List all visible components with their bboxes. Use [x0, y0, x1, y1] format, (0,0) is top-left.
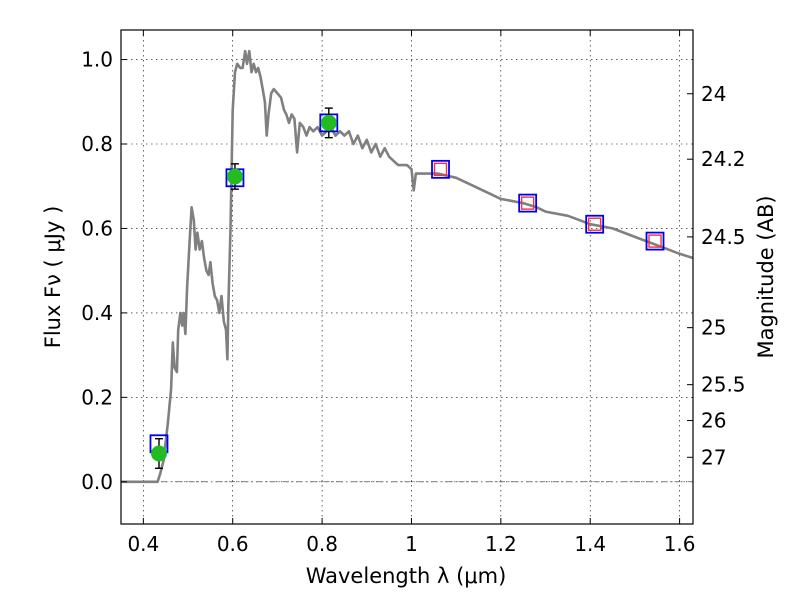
predicted-flux-square — [587, 217, 602, 231]
right-tick-label: 24.5 — [701, 225, 746, 249]
observed-flux-point — [320, 114, 337, 131]
y-tick-label: 0.8 — [81, 132, 113, 156]
y-tick-label: 0.4 — [81, 301, 113, 325]
x-axis-label: Wavelength λ (μm) — [306, 564, 507, 588]
right-tick-label: 24.2 — [701, 147, 746, 171]
y-tick-label: 1.0 — [81, 48, 113, 72]
model-photometry-square — [518, 193, 538, 213]
predicted-flux-square — [433, 162, 448, 177]
x-tick-label: 0.4 — [127, 532, 159, 556]
model-photometry-square — [431, 159, 450, 179]
x-tick-label: 1 — [405, 532, 418, 556]
y-axis-label: Flux Fν ( μJy ) — [41, 206, 65, 349]
right-tick-label: 24 — [701, 82, 726, 106]
series-layer — [121, 49, 694, 484]
model-photometry-square — [585, 214, 605, 234]
ticks: 0.4 0.6 0.8 1 1.2 1.4 1.6 0.0 0.2 0.4 0.6 0.8 1.0 24 2… — [81, 30, 746, 556]
predicted-flux-square — [520, 196, 535, 210]
observed-flux-point — [226, 168, 243, 185]
plot-frame — [120, 29, 694, 525]
y-tick-label: 0.0 — [81, 470, 113, 494]
y-tick-label: 0.2 — [81, 385, 113, 409]
model-photometry-square — [645, 231, 665, 251]
x-tick-label: 1.2 — [485, 532, 517, 556]
x-tick-label: 0.6 — [217, 532, 249, 556]
y-tick-label: 0.6 — [81, 216, 113, 240]
x-tick-label: 1.6 — [664, 532, 696, 556]
right-tick-label: 27 — [701, 445, 726, 469]
right-tick-label: 25.5 — [701, 373, 746, 397]
x-tick-label: 1.4 — [574, 532, 606, 556]
x-tick-label: 0.8 — [306, 532, 338, 556]
right-tick-label: 26 — [701, 409, 726, 433]
right-tick-label: 25 — [701, 316, 726, 340]
observed-flux-point — [150, 445, 167, 462]
y-axis-right-label: Magnitude (AB) — [754, 195, 778, 358]
model-spectrum-line — [121, 49, 694, 484]
predicted-flux-square — [648, 234, 662, 248]
